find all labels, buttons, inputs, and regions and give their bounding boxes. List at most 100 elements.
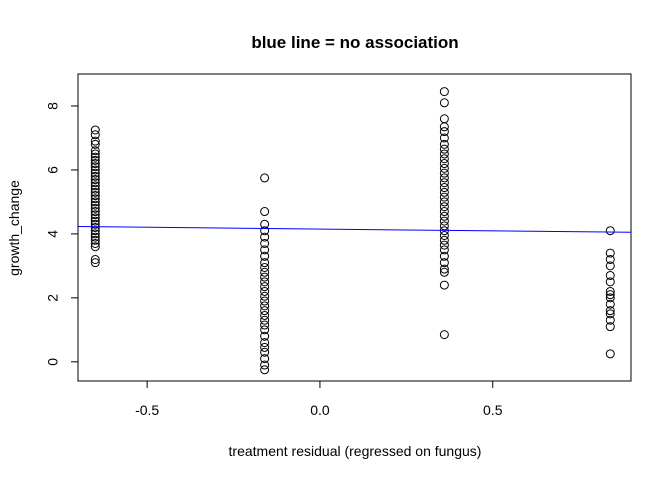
data-point: [90, 159, 100, 169]
data-point: [439, 197, 449, 207]
data-point: [439, 230, 449, 240]
data-point: [605, 254, 615, 264]
data-point: [605, 299, 615, 309]
no-association-line: [77, 226, 632, 233]
data-point: [439, 173, 449, 183]
data-point: [90, 223, 100, 232]
data-point: [90, 155, 100, 165]
chart-title: blue line = no association: [251, 33, 458, 52]
data-point: [260, 296, 270, 306]
data-point: [90, 184, 100, 194]
data-point: [90, 191, 100, 201]
data-point: [90, 168, 100, 178]
data-point: [90, 213, 100, 223]
data-point: [90, 207, 100, 217]
data-point: [439, 192, 449, 202]
data-point: [439, 127, 449, 137]
x-tick-label: 0.0: [310, 402, 330, 418]
data-point: [90, 187, 100, 197]
data-point: [605, 349, 615, 359]
data-point: [90, 197, 100, 207]
data-point: [90, 181, 100, 191]
data-point: [605, 270, 615, 280]
data-point: [439, 122, 449, 132]
data-point: [605, 290, 615, 300]
data-point: [260, 245, 270, 255]
data-point: [605, 293, 615, 303]
data-point: [90, 229, 100, 239]
data-point: [439, 330, 449, 340]
data-point: [605, 226, 615, 236]
data-point: [439, 178, 449, 188]
data-point: [260, 310, 270, 320]
data-point: [439, 183, 449, 193]
data-point: [90, 130, 100, 140]
data-point: [605, 277, 615, 287]
data-point: [90, 194, 100, 204]
data-point: [260, 320, 270, 330]
data-point: [90, 200, 100, 210]
data-point: [90, 136, 100, 146]
data-point: [260, 338, 270, 348]
data-point: [439, 139, 449, 149]
data-point: [439, 168, 449, 178]
data-point: [90, 165, 100, 175]
x-axis: -0.5 0.0 0.5: [135, 380, 503, 418]
data-point: [260, 291, 270, 301]
data-point: [605, 248, 615, 258]
data-point: [605, 261, 615, 271]
data-point: [260, 267, 270, 277]
data-point: [439, 251, 449, 261]
y-axis: 0 2 4 6 8: [45, 102, 79, 366]
data-point: [439, 235, 449, 245]
data-point: [260, 360, 270, 370]
data-point: [605, 306, 615, 316]
data-point: [90, 139, 100, 149]
y-tick-label: 8: [45, 102, 61, 110]
data-point: [90, 216, 100, 226]
data-point: [260, 226, 270, 236]
data-point: [90, 152, 100, 162]
data-point: [90, 149, 100, 159]
data-point: [260, 306, 270, 316]
data-points: [90, 87, 615, 375]
data-point: [90, 162, 100, 172]
data-point: [439, 216, 449, 226]
data-point: [439, 98, 449, 108]
data-point: [439, 207, 449, 217]
data-point: [260, 173, 270, 183]
data-point: [260, 272, 270, 282]
data-point: [439, 87, 449, 97]
data-point: [260, 207, 270, 217]
data-point: [439, 149, 449, 159]
y-tick-label: 2: [45, 294, 61, 302]
data-point: [439, 187, 449, 197]
data-point: [90, 210, 100, 220]
data-point: [439, 240, 449, 250]
data-point: [90, 242, 100, 252]
data-point: [260, 282, 270, 292]
x-tick-label: 0.5: [483, 402, 503, 418]
data-point: [90, 125, 100, 135]
data-point: [260, 238, 270, 248]
data-point: [439, 267, 449, 277]
y-tick-label: 0: [45, 358, 61, 366]
data-point: [439, 211, 449, 221]
data-point: [260, 277, 270, 287]
data-point: [90, 254, 100, 264]
data-point: [260, 365, 270, 375]
data-point: [439, 280, 449, 290]
data-point: [260, 354, 270, 364]
y-tick-label: 6: [45, 166, 61, 174]
data-point: [439, 133, 449, 143]
data-point: [439, 154, 449, 164]
data-point: [260, 331, 270, 341]
data-point: [605, 286, 615, 296]
data-point: [260, 251, 270, 261]
data-point: [90, 175, 100, 185]
data-point: [260, 258, 270, 268]
data-point: [90, 178, 100, 188]
data-point: [90, 219, 100, 229]
data-point: [439, 144, 449, 154]
